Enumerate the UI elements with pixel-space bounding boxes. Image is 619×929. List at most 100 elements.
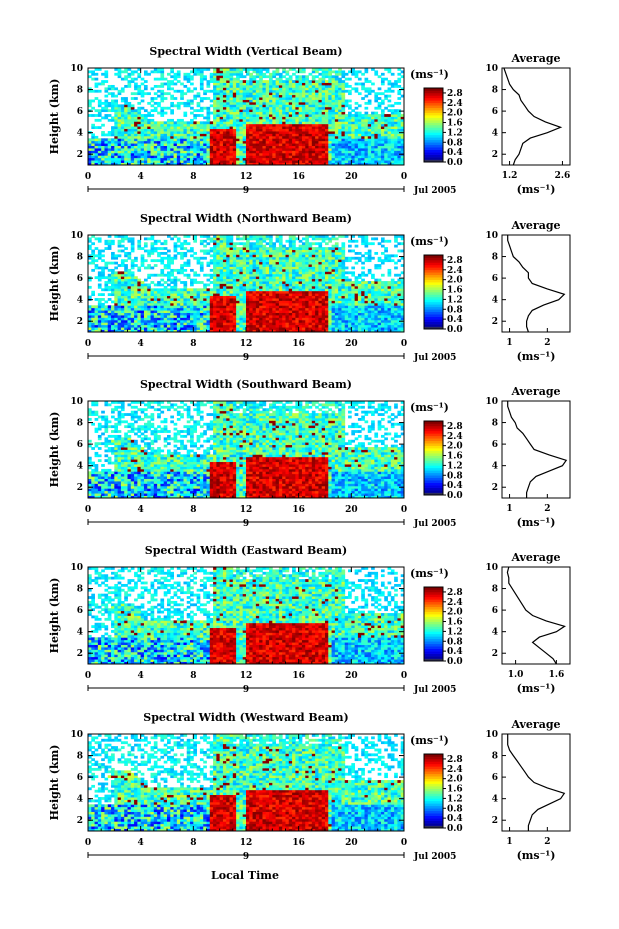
heatmap-cell — [216, 128, 221, 132]
profile-x-axis-label: (ms⁻¹) — [517, 183, 556, 196]
heatmap-cell — [262, 128, 267, 132]
heatmap-cell — [216, 327, 221, 330]
heatmap-cell — [255, 126, 260, 130]
heatmap-cell — [275, 82, 280, 86]
heatmap-cell — [213, 131, 217, 134]
heatmap-cell — [236, 155, 240, 159]
heatmap-cell — [130, 140, 135, 144]
heatmap-cell — [249, 140, 253, 144]
heatmap-cell — [315, 111, 319, 115]
heatmap-cell — [341, 82, 346, 86]
heatmap-cell — [94, 118, 99, 122]
heatmap-cell — [364, 87, 369, 91]
heatmap-cell — [259, 114, 263, 117]
heatmap-cell — [222, 266, 227, 270]
heatmap-cell — [160, 290, 165, 294]
heatmap-cell — [380, 80, 385, 83]
heatmap-cell — [348, 92, 352, 96]
heatmap-cell — [384, 123, 388, 127]
heatmap-cell — [130, 133, 135, 137]
heatmap-cell — [226, 138, 230, 142]
heatmap-cell — [97, 148, 102, 151]
heatmap-cell — [97, 160, 102, 163]
heatmap-cell — [222, 140, 227, 144]
heatmap-cell — [120, 135, 125, 139]
heatmap-cell — [298, 92, 303, 96]
heatmap-cell — [216, 121, 221, 125]
heatmap-cell — [239, 324, 244, 328]
y-tick-label: 6 — [77, 107, 83, 117]
heatmap-cell — [328, 104, 332, 108]
heatmap-cell — [255, 162, 260, 166]
heatmap-cell — [242, 145, 247, 149]
heatmap-cell — [167, 126, 171, 130]
heatmap-cell — [380, 138, 385, 142]
heatmap-cell — [364, 70, 369, 74]
heatmap-cell — [216, 317, 221, 321]
heatmap-cell — [153, 264, 158, 267]
heatmap-cell — [140, 310, 145, 313]
heatmap-cell — [394, 118, 398, 122]
heatmap-cell — [190, 290, 194, 294]
heatmap-cell — [226, 249, 230, 253]
heatmap-cell — [130, 285, 135, 289]
heatmap-cell — [199, 268, 204, 272]
heatmap-cell — [315, 87, 319, 91]
heatmap-cell — [242, 155, 247, 159]
heatmap-cell — [338, 118, 342, 122]
heatmap-cell — [229, 237, 234, 241]
heatmap-cell — [101, 143, 105, 146]
heatmap-cell — [199, 72, 204, 76]
heatmap-cell — [226, 247, 230, 250]
heatmap-cell — [315, 128, 319, 132]
heatmap-cell — [111, 106, 115, 110]
heatmap-cell — [147, 305, 151, 309]
heatmap-cell — [114, 281, 119, 284]
heatmap-cell — [88, 327, 92, 330]
heatmap-cell — [334, 157, 339, 161]
heatmap-cell — [147, 293, 151, 297]
heatmap-cell — [348, 104, 352, 108]
heatmap-cell — [252, 152, 257, 156]
heatmap-cell — [252, 157, 257, 161]
heatmap-cell — [275, 135, 280, 139]
heatmap-cell — [298, 75, 303, 79]
heatmap-cell — [325, 162, 329, 166]
heatmap-cell — [137, 114, 142, 117]
heatmap-cell — [127, 251, 132, 255]
heatmap-cell — [390, 114, 395, 117]
heatmap-cell — [173, 157, 178, 161]
heatmap-cell — [295, 94, 300, 98]
heatmap-cell — [104, 155, 109, 159]
heatmap-cell — [206, 329, 211, 333]
heatmap-cell — [111, 288, 115, 292]
heatmap-cell — [278, 106, 283, 110]
heatmap-cell — [193, 94, 198, 98]
heatmap-cell — [377, 138, 382, 142]
x-tick-label: 0 — [85, 172, 91, 182]
heatmap-cell — [390, 143, 395, 146]
heatmap-cell — [236, 268, 240, 272]
heatmap-cell — [107, 247, 112, 250]
heatmap-cell — [288, 109, 293, 113]
heatmap-cell — [269, 281, 273, 284]
heatmap-cell — [397, 116, 402, 120]
heatmap-cell — [120, 285, 125, 289]
heatmap-cell — [120, 128, 125, 132]
heatmap-cell — [157, 133, 161, 137]
heatmap-cell — [246, 114, 250, 117]
heatmap-cell — [209, 160, 214, 163]
heatmap-cell — [163, 251, 168, 255]
heatmap-cell — [371, 148, 375, 151]
heatmap-cell — [377, 123, 382, 127]
heatmap-cell — [88, 285, 92, 289]
heatmap-cell — [219, 89, 224, 93]
heatmap-cell — [213, 77, 217, 81]
heatmap-cell — [262, 104, 267, 108]
heatmap-cell — [301, 140, 306, 144]
heatmap-cell — [137, 116, 142, 120]
heatmap-cell — [190, 329, 194, 333]
heatmap-cell — [328, 101, 332, 105]
heatmap-cell — [117, 273, 122, 277]
heatmap-cell — [114, 278, 119, 282]
